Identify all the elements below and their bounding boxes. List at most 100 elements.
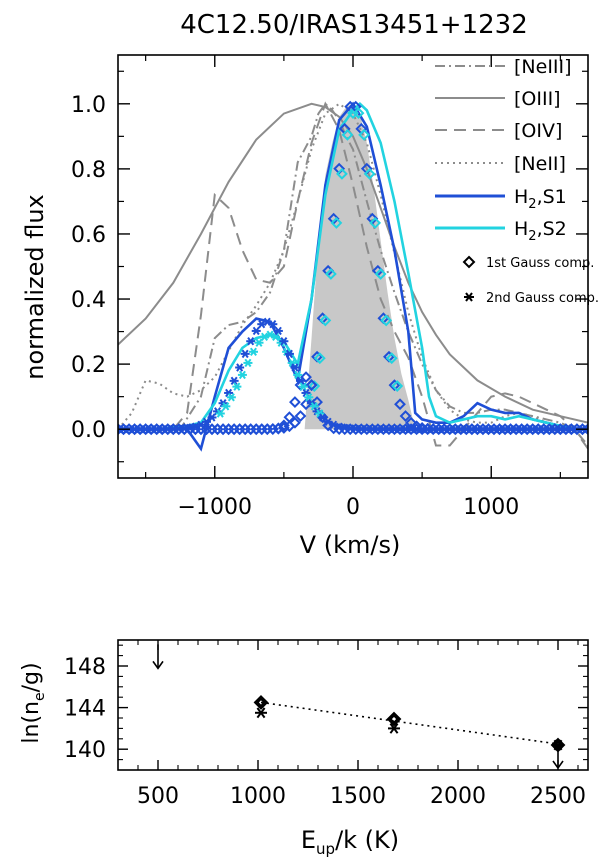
bottom-y-tick-label: 140 — [64, 738, 106, 763]
gauss1-diamond-marker-s2 — [313, 352, 326, 365]
gauss1-diamond-marker-s2 — [330, 216, 343, 229]
bottom-plot-frame — [117, 639, 589, 771]
gauss2-asterisk-marker-s2 — [271, 332, 281, 341]
gauss1-diamond-marker-s2 — [358, 128, 370, 141]
series--neiii- — [118, 102, 588, 447]
gauss1-diamond-marker-s2 — [324, 268, 337, 280]
gauss1-diamond-marker — [294, 410, 307, 422]
shaded-line-profile — [304, 103, 416, 430]
bottom-x-tick-label: 1500 — [330, 784, 386, 809]
top-x-tick-label: 1000 — [463, 495, 519, 520]
top-plot-area — [118, 100, 588, 452]
gauss1-diamond-marker-s2 — [308, 380, 321, 392]
top-y-axis-label: normalized flux — [21, 194, 49, 380]
gauss1-diamond-marker-s2 — [374, 268, 387, 280]
bottom-y-axis-label: ln(ne/g) — [19, 662, 48, 743]
gauss2-asterisk-marker — [334, 422, 344, 431]
gauss1-diamond-marker — [366, 212, 379, 225]
gauss2-asterisk-marker-s2 — [254, 338, 264, 347]
gauss1-diamond-marker — [283, 411, 296, 424]
bottom-chart: 500 1000 1500 2000 2500 140 144 148 — [64, 639, 589, 809]
upper-limit-arrow-head — [552, 760, 564, 770]
series--neii- — [118, 102, 588, 431]
top-x-tick-label: 0 — [346, 495, 360, 520]
gauss1-diamond-marker-s2 — [363, 167, 376, 180]
legend-label-sub: 2 — [528, 229, 536, 244]
gauss1-diamond-marker-s2 — [391, 380, 404, 392]
series-h2-s2 — [118, 102, 588, 431]
ln-asterisk-marker — [388, 722, 400, 734]
upper-limit-arrow-head — [152, 660, 164, 670]
legend-label-suffix: ,S2 — [537, 218, 567, 240]
legend-entry-label: 2nd Gauss comp. — [486, 291, 599, 306]
top-chart: −1000 0 1000 0.0 0.2 0.4 0.6 0.8 1.0 [NeIII] [OIII… — [71, 54, 599, 520]
top-x-axis-label: V (km/s) — [300, 531, 401, 559]
bottom-x-axis-label: Eup/k (K) — [301, 826, 399, 858]
gauss2-asterisk-marker-s2 — [215, 409, 225, 418]
gauss2-asterisk-marker — [284, 349, 294, 359]
gauss1-diamond-marker — [399, 410, 412, 422]
gauss1-diamond-marker — [305, 379, 318, 391]
gauss1-diamond-marker — [316, 411, 329, 424]
gauss2-asterisk-marker-s2 — [226, 393, 236, 402]
bottom-x-tick-label: 2000 — [430, 784, 486, 809]
series--oiv- — [118, 101, 588, 450]
legend-label-suffix: ,S1 — [537, 186, 567, 208]
gauss2-asterisk-marker — [235, 363, 245, 372]
ln-asterisk-marker — [255, 707, 267, 719]
bottom-x-label-main: E — [301, 826, 316, 854]
legend-entry-label: [NeII] — [514, 153, 566, 175]
gauss2-asterisk-marker-s2 — [298, 382, 308, 391]
bottom-y-label-suffix: /g) — [19, 662, 44, 692]
legend-entry-label: [NeIII] — [514, 56, 572, 78]
bottom-y-tick-label: 144 — [64, 697, 106, 722]
gauss2-asterisk-marker — [229, 376, 239, 386]
legend-asterisk-marker — [464, 292, 474, 302]
series--oiii- — [118, 102, 588, 424]
legend-entry-label: 1st Gauss comp. — [486, 256, 594, 271]
legend-label-main: H — [514, 186, 528, 208]
bottom-x-tick-label: 1000 — [230, 784, 286, 809]
gauss1-diamond-marker — [327, 212, 340, 225]
gauss2-asterisk-marker-s2 — [243, 358, 253, 368]
top-y-tick-label: 1.0 — [71, 93, 106, 118]
gauss2-asterisk-marker — [246, 337, 256, 346]
gauss1-diamond-marker-s2 — [385, 352, 398, 365]
bottom-x-label-suffix: /k (K) — [335, 826, 399, 854]
gauss2-asterisk-marker — [251, 326, 261, 336]
gauss1-diamond-marker-s2 — [380, 314, 393, 327]
gauss2-asterisk-marker — [268, 319, 278, 329]
top-y-tick-label: 0.6 — [71, 223, 106, 248]
top-y-tick-label: 0.4 — [71, 288, 106, 313]
ln-diamond-marker-inner — [389, 714, 399, 724]
legend-label-sub: 2 — [528, 197, 536, 212]
gauss2-asterisk-marker — [279, 337, 289, 346]
chart-title: 4C12.50/IRAS13451+1232 — [180, 10, 528, 40]
gauss1-diamond-marker-s2 — [336, 167, 348, 180]
gauss2-asterisk-marker — [295, 376, 305, 386]
gauss1-diamond-marker — [388, 379, 401, 392]
legend-entry-label: H2,S1 — [514, 186, 567, 212]
gauss2-asterisk-marker — [240, 349, 250, 359]
gauss2-asterisk-marker — [185, 423, 195, 432]
gauss1-diamond-marker-s2 — [319, 314, 332, 327]
gauss2-asterisk-marker — [318, 413, 328, 422]
gauss2-asterisk-marker-s2 — [232, 382, 242, 391]
gauss2-asterisk-marker-s2 — [304, 393, 314, 402]
bottom-x-tick-label: 500 — [137, 784, 179, 809]
gauss2-asterisk-marker — [201, 417, 211, 427]
fit-line — [260, 701, 559, 745]
legend-label-main: H — [514, 218, 528, 240]
gauss1-diamond-marker — [394, 398, 406, 411]
series-h2-s1 — [118, 101, 588, 452]
gauss1-diamond-marker — [289, 396, 301, 409]
legend-diamond-marker — [462, 255, 476, 269]
top-y-tick-label: 0.8 — [71, 158, 106, 183]
gauss2-asterisk-marker — [273, 326, 283, 336]
gauss1-diamond-marker-s2 — [341, 128, 354, 141]
gauss2-asterisk-marker-s2 — [293, 370, 303, 380]
gauss1-diamond-marker — [405, 416, 417, 429]
gauss1-diamond-marker — [277, 419, 290, 432]
